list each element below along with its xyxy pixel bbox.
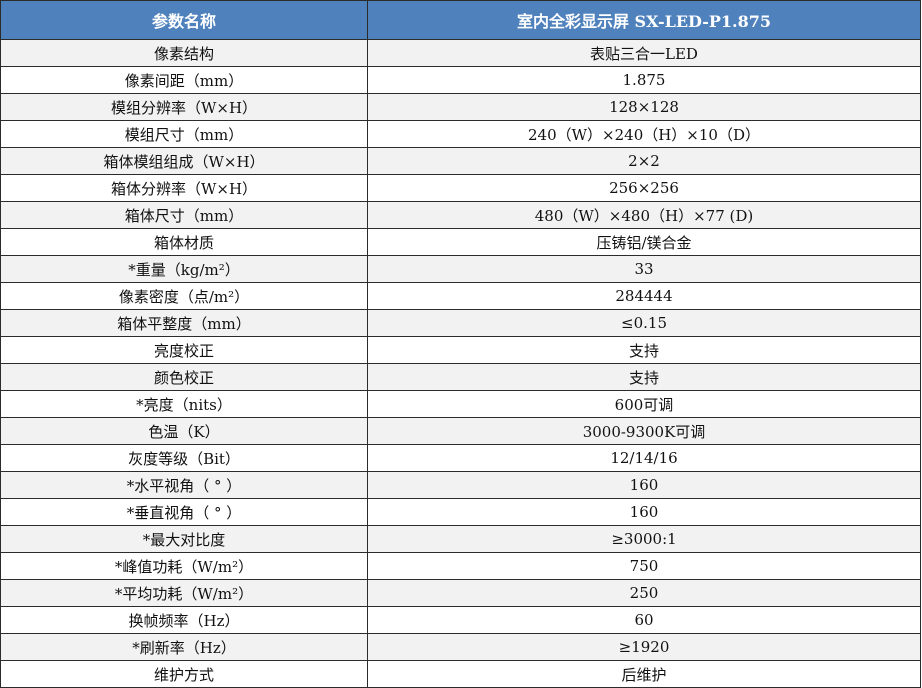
table-row: 维护方式 后维护 [0,660,921,688]
table-row: 模组尺寸（mm） 240（W）×240（H）×10（D） [0,120,921,148]
table-row: *最大对比度 ≥3000:1 [0,525,921,553]
param-value-cell: 240（W）×240（H）×10（D） [367,120,921,148]
table-row: 像素结构 表贴三合一LED [0,39,921,67]
param-value-cell: 1.875 [367,66,921,94]
table-row: 像素密度（点/m²） 284444 [0,282,921,310]
table-row: 箱体尺寸（mm） 480（W）×480（H）×77 (D) [0,201,921,229]
param-name-cell: 模组分辨率（W×H） [0,93,368,121]
table-row: 像素间距（mm） 1.875 [0,66,921,94]
table-row: 换帧频率（Hz） 60 [0,606,921,634]
table-row: 箱体平整度（mm） ≤0.15 [0,309,921,337]
table-row: *亮度（nits） 600可调 [0,390,921,418]
param-name-cell: *垂直视角（ ° ） [0,498,368,526]
param-value-cell: 128×128 [367,93,921,121]
param-name-cell: 箱体尺寸（mm） [0,201,368,229]
param-name-cell: *最大对比度 [0,525,368,553]
param-value-cell: 3000-9300K可调 [367,417,921,445]
param-value-cell: 支持 [367,363,921,391]
param-value-cell: 284444 [367,282,921,310]
param-value-cell: 33 [367,255,921,283]
param-value-cell: 160 [367,498,921,526]
param-value-cell: 2×2 [367,147,921,175]
param-value-cell: 后维护 [367,660,921,688]
param-name-cell: 换帧频率（Hz） [0,606,368,634]
param-value-cell: ≥1920 [367,633,921,661]
param-name-cell: 箱体材质 [0,228,368,256]
param-name-cell: 箱体分辨率（W×H） [0,174,368,202]
param-value-cell: 表贴三合一LED [367,39,921,67]
param-name-cell: 像素密度（点/m²） [0,282,368,310]
param-value-cell: ≥3000:1 [367,525,921,553]
param-value-cell: 480（W）×480（H）×77 (D) [367,201,921,229]
param-name-cell: *重量（kg/m²） [0,255,368,283]
table-row: *峰值功耗（W/m²） 750 [0,552,921,580]
param-value-cell: 12/14/16 [367,444,921,472]
param-value-cell: 压铸铝/镁合金 [367,228,921,256]
param-name-cell: 像素间距（mm） [0,66,368,94]
table-row: 箱体材质 压铸铝/镁合金 [0,228,921,256]
param-name-cell: *水平视角（ ° ） [0,471,368,499]
table-row: 箱体分辨率（W×H） 256×256 [0,174,921,202]
table-row: *重量（kg/m²） 33 [0,255,921,283]
param-name-header: 参数名称 [0,0,368,40]
table-row: 色温（K） 3000-9300K可调 [0,417,921,445]
param-value-cell: 250 [367,579,921,607]
param-name-cell: 箱体模组组成（W×H） [0,147,368,175]
param-value-cell: 256×256 [367,174,921,202]
table-row: 模组分辨率（W×H） 128×128 [0,93,921,121]
param-name-cell: 箱体平整度（mm） [0,309,368,337]
param-value-cell: 支持 [367,336,921,364]
table-row: 颜色校正 支持 [0,363,921,391]
param-name-cell: *平均功耗（W/m²） [0,579,368,607]
param-name-cell: 色温（K） [0,417,368,445]
param-name-cell: 灰度等级（Bit） [0,444,368,472]
param-name-cell: *峰值功耗（W/m²） [0,552,368,580]
param-value-cell: 160 [367,471,921,499]
param-value-cell: ≤0.15 [367,309,921,337]
param-value-cell: 750 [367,552,921,580]
table-row: *平均功耗（W/m²） 250 [0,579,921,607]
table-row: 箱体模组组成（W×H） 2×2 [0,147,921,175]
param-name-cell: *刷新率（Hz） [0,633,368,661]
table-row: 亮度校正 支持 [0,336,921,364]
param-value-cell: 600可调 [367,390,921,418]
param-name-cell: 维护方式 [0,660,368,688]
param-name-cell: *亮度（nits） [0,390,368,418]
param-name-cell: 模组尺寸（mm） [0,120,368,148]
param-name-cell: 像素结构 [0,39,368,67]
model-header: 室内全彩显示屏 SX-LED-P1.875 [367,0,921,40]
table-row: *刷新率（Hz） ≥1920 [0,633,921,661]
param-name-cell: 亮度校正 [0,336,368,364]
table-row: 灰度等级（Bit） 12/14/16 [0,444,921,472]
param-value-cell: 60 [367,606,921,634]
table-row: *垂直视角（ ° ） 160 [0,498,921,526]
header-row: 参数名称 室内全彩显示屏 SX-LED-P1.875 [0,0,921,40]
table-row: *水平视角（ ° ） 160 [0,471,921,499]
param-name-cell: 颜色校正 [0,363,368,391]
